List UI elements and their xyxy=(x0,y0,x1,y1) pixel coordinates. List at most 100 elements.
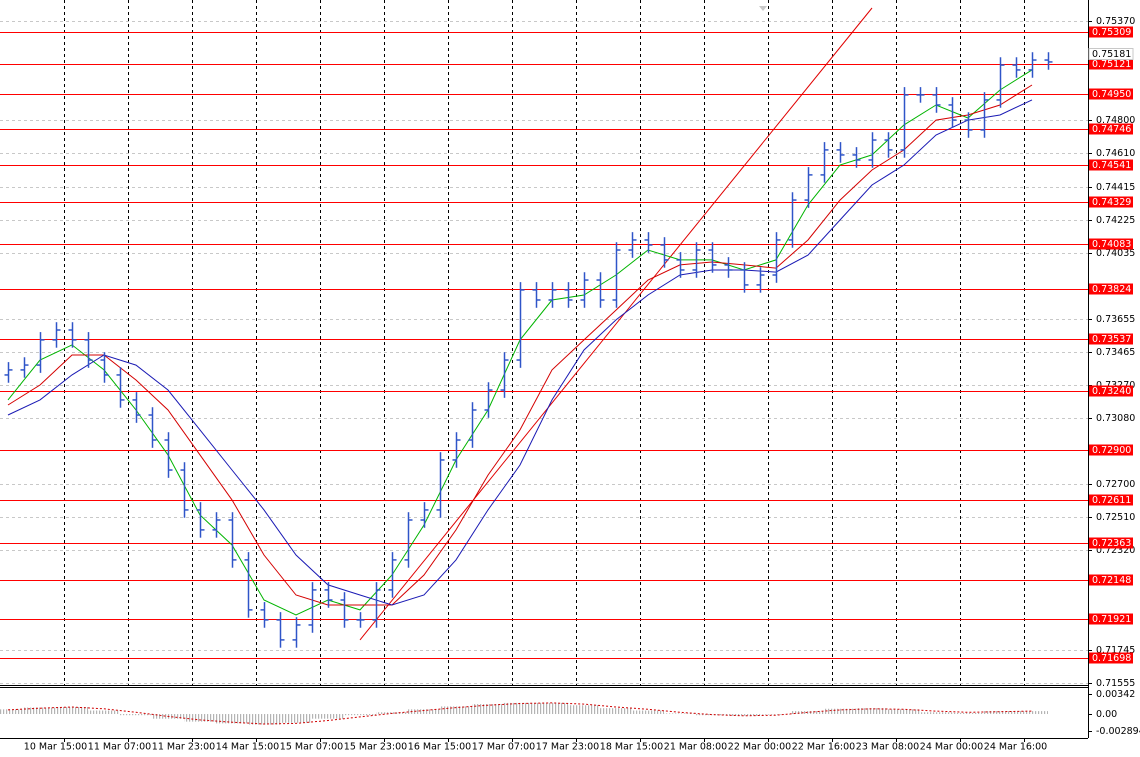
histogram-bar xyxy=(408,709,440,715)
level-label: 0.72900 xyxy=(1092,445,1131,456)
ohlc-bar xyxy=(404,512,413,568)
y-tick-label: 0.00342 xyxy=(1096,689,1135,700)
x-tick-label: 15 Mar 07:00 xyxy=(280,742,343,753)
ohlc-bar xyxy=(452,432,461,468)
histogram-bar xyxy=(248,714,280,725)
ohlc-bar xyxy=(180,462,189,518)
y-tick-label: 0.74415 xyxy=(1096,182,1135,193)
histogram-bar xyxy=(888,709,920,715)
x-tick-label: 22 Mar 00:00 xyxy=(728,742,791,753)
y-tick-label: 0.72320 xyxy=(1096,545,1135,556)
ohlc-bar xyxy=(1028,52,1037,78)
ohlc-bar xyxy=(4,362,13,383)
ohlc-bar xyxy=(724,257,733,278)
histogram-bar xyxy=(952,712,984,715)
ohlc-bar xyxy=(436,452,445,518)
level-label-box xyxy=(1089,652,1133,664)
level-label-box xyxy=(1089,574,1133,586)
level-label: 0.74746 xyxy=(1092,124,1131,135)
ohlc-bar xyxy=(324,582,333,608)
level-label: 0.74541 xyxy=(1092,160,1131,171)
histogram-bar xyxy=(280,714,312,723)
y-tick-label: 0.74225 xyxy=(1096,215,1135,226)
ohlc-bar xyxy=(516,282,525,368)
grid xyxy=(0,0,1088,685)
y-tick-label: 0.73465 xyxy=(1096,347,1135,358)
ohlc-bar xyxy=(228,512,237,568)
level-label-box xyxy=(1089,385,1133,397)
ohlc-bar xyxy=(884,132,893,158)
x-tick-label: 10 Mar 15:00 xyxy=(24,742,87,753)
ma-line xyxy=(7,84,1033,606)
last-price-box xyxy=(1088,48,1134,60)
histogram-bar xyxy=(664,713,696,715)
level-label-box xyxy=(1089,333,1133,345)
signal-line xyxy=(7,702,1033,725)
level-label-box xyxy=(1089,58,1133,70)
level-label-box xyxy=(1089,238,1133,250)
level-label-box xyxy=(1089,494,1133,506)
y-tick-label: 0.73655 xyxy=(1096,314,1135,325)
y-tick-label: 0.72700 xyxy=(1096,479,1135,490)
histogram-bar xyxy=(88,710,120,715)
level-label: 0.74329 xyxy=(1092,197,1131,208)
ohlc-bar xyxy=(308,582,317,633)
level-label: 0.72148 xyxy=(1092,575,1131,586)
level-label-box xyxy=(1089,613,1133,625)
ohlc-bar xyxy=(580,272,589,308)
histogram-bar xyxy=(824,708,856,715)
x-tick-label: 15 Mar 23:00 xyxy=(344,742,407,753)
y-tick-label: 0.00 xyxy=(1096,709,1117,720)
level-label: 0.73240 xyxy=(1092,386,1131,397)
ohlc-bar xyxy=(132,392,141,423)
level-label: 0.71698 xyxy=(1092,653,1131,664)
x-tick-label: 22 Mar 16:00 xyxy=(792,742,855,753)
histogram-bar xyxy=(216,714,248,724)
ohlc-bar xyxy=(820,142,829,183)
histogram-bar xyxy=(24,707,56,715)
histogram-bar xyxy=(1016,711,1048,715)
level-label-box xyxy=(1089,88,1133,100)
histogram-bar xyxy=(920,712,952,715)
histogram-bar xyxy=(312,714,344,719)
histogram-bar xyxy=(568,705,600,715)
ohlc-bar xyxy=(932,87,941,113)
ohlc-bar xyxy=(596,272,605,308)
y-tick-label: 0.73080 xyxy=(1096,413,1135,424)
ohlc-bar xyxy=(36,332,45,373)
ohlc-bar xyxy=(484,382,493,418)
x-tick-label: 18 Mar 15:00 xyxy=(600,742,663,753)
ohlc-bar xyxy=(772,232,781,283)
ohlc-bar xyxy=(660,237,669,268)
histogram-bar xyxy=(344,714,376,716)
level-label: 0.74950 xyxy=(1092,89,1131,100)
x-tick-label: 11 Mar 07:00 xyxy=(88,742,151,753)
histogram-bar xyxy=(440,706,472,715)
level-label-box xyxy=(1089,537,1133,549)
x-tick-label: 17 Mar 07:00 xyxy=(472,742,535,753)
level-label: 0.74083 xyxy=(1092,239,1131,250)
histogram-bar xyxy=(728,714,760,716)
histogram-bar xyxy=(696,714,728,716)
x-tick-label: 16 Mar 15:00 xyxy=(408,742,471,753)
ohlc-bar xyxy=(564,282,573,308)
ohlc-bar xyxy=(100,352,109,383)
ohlc-bar xyxy=(196,502,205,538)
ohlc-bar xyxy=(276,612,285,648)
y-tick-label: 0.71745 xyxy=(1096,645,1135,656)
ohlc-bar xyxy=(372,582,381,628)
ohlc-bar xyxy=(68,322,77,348)
level-label-box xyxy=(1089,123,1133,135)
ohlc-bar xyxy=(788,192,797,248)
ohlc-bar xyxy=(948,97,957,128)
level-label-box xyxy=(1089,159,1133,171)
histogram-bar xyxy=(792,711,824,715)
ma-line xyxy=(7,99,1033,606)
ohlc-bar xyxy=(852,147,861,168)
level-label: 0.75121 xyxy=(1092,59,1131,70)
histogram-bar xyxy=(56,707,88,715)
level-label: 0.73537 xyxy=(1092,334,1131,345)
histogram-bar xyxy=(632,710,664,715)
